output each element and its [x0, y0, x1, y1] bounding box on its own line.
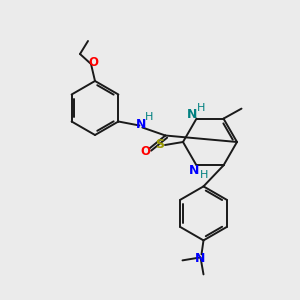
- Text: N: N: [136, 118, 147, 131]
- Text: N: N: [187, 108, 198, 121]
- Text: S: S: [155, 139, 164, 152]
- Text: N: N: [189, 164, 200, 177]
- Text: N: N: [195, 252, 206, 265]
- Text: H: H: [200, 170, 209, 180]
- Text: H: H: [197, 103, 206, 112]
- Text: H: H: [145, 112, 154, 122]
- Text: O: O: [88, 56, 98, 70]
- Text: O: O: [140, 145, 150, 158]
